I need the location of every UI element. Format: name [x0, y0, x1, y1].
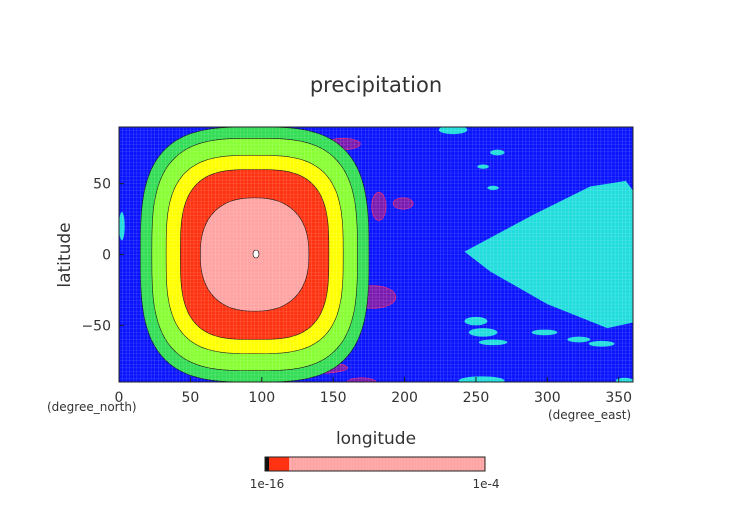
cyan-region — [119, 127, 633, 382]
y-axis-label: latitude — [55, 222, 75, 287]
purple-patch — [392, 197, 414, 210]
y-tick-label: 50 — [93, 177, 111, 193]
plot-area — [119, 127, 633, 382]
x-axis-label: longitude — [336, 429, 416, 449]
purple-patch — [347, 377, 377, 382]
grid-lines — [119, 127, 633, 382]
cyan-patch — [458, 376, 505, 382]
y-tick-label: −50 — [81, 318, 111, 334]
cyan-patch — [438, 127, 468, 135]
colorbar-stripes — [290, 457, 484, 471]
x-axis-ticks: 0 50 100 150 200 250 300 350 — [115, 377, 632, 406]
x-unit-label: (degree_east) — [548, 408, 631, 422]
cyan-patch — [588, 340, 615, 347]
colorbar-label-min: 1e-16 — [250, 477, 285, 491]
colorbar-dark-band — [265, 457, 269, 471]
center-marker — [252, 249, 260, 259]
colorbar: 1e-16 1e-4 — [250, 456, 500, 491]
colorbar-pink-band — [289, 457, 485, 471]
x-tick-label: 0 — [115, 390, 124, 406]
x-tick-label: 100 — [248, 390, 275, 406]
colorbar-red-band — [269, 457, 289, 471]
cyan-patch — [615, 377, 633, 382]
cyan-patch — [477, 164, 489, 169]
chart-title: precipitation — [310, 73, 442, 97]
cyan-patch — [487, 185, 499, 191]
x-tick-label: 50 — [181, 390, 199, 406]
y-axis-ticks: 50 0 −50 — [81, 177, 124, 334]
x-tick-label: 150 — [320, 390, 347, 406]
y-tick-label: 0 — [102, 248, 111, 264]
cyan-patch — [531, 329, 558, 336]
x-tick-label: 350 — [605, 390, 632, 406]
x-tick-label: 200 — [391, 390, 418, 406]
colorbar-frame — [264, 456, 486, 472]
cyan-patch — [490, 149, 505, 156]
y-unit-label: (degree_north) — [47, 400, 137, 414]
cyan-wedge — [464, 180, 633, 329]
cyan-patch — [567, 336, 591, 343]
x-tick-label: 300 — [534, 390, 561, 406]
cyan-patch — [468, 328, 498, 337]
cyan-patch — [478, 339, 508, 346]
purple-patch — [371, 191, 387, 221]
colorbar-label-max: 1e-4 — [473, 477, 500, 491]
cyan-patch — [119, 212, 125, 241]
cyan-patch — [464, 316, 488, 326]
x-tick-label: 250 — [463, 390, 490, 406]
